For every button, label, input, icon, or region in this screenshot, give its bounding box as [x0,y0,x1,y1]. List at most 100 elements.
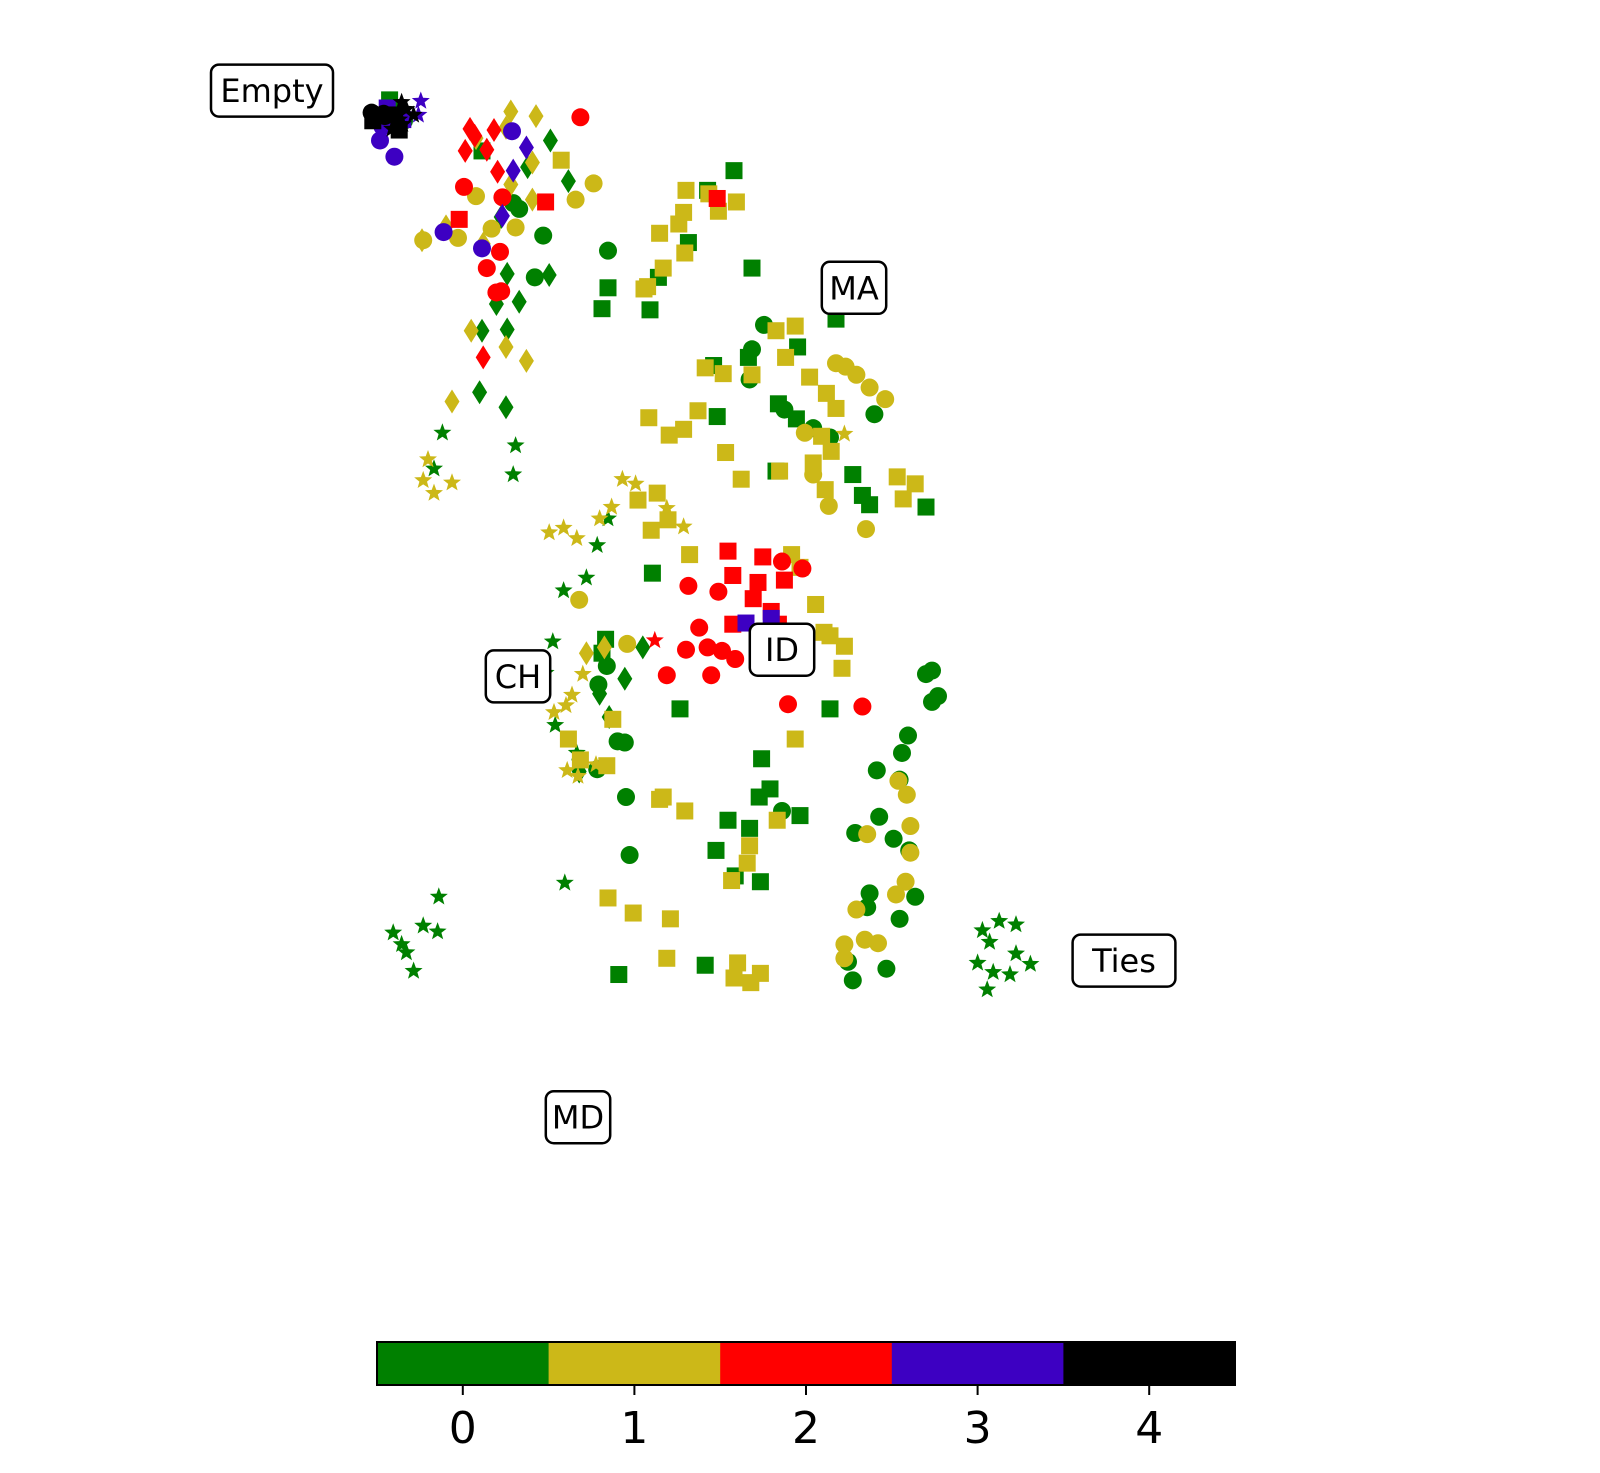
point-star-3-27 [984,962,1003,980]
point-circle-8-1 [455,177,473,196]
point-square-1-38 [610,966,628,984]
point-star-3-16 [397,943,416,961]
point-square-1-34 [707,841,725,859]
point-star-3-22 [1007,915,1025,933]
point-square-5-4 [709,202,727,220]
point-square-5-20 [822,442,840,460]
point-star-3-12 [555,873,574,891]
point-circle-8-14 [713,641,731,660]
point-circle-4-25 [847,900,866,919]
point-star-3-20 [973,920,992,939]
annotation-2: ID [748,622,816,677]
annotation-box [544,1089,612,1145]
point-circle-4-21 [901,843,920,862]
point-circle-8-6 [487,283,506,302]
point-star-3-21 [990,911,1009,929]
point-star-7-14 [573,664,592,682]
point-circle-4-29 [835,949,854,968]
point-square-5-11 [635,280,653,298]
point-diamond-14-0 [518,135,534,160]
point-diamond-6-1 [528,104,544,129]
point-diamond-2-10 [472,380,488,405]
point-circle-4-22 [858,825,877,844]
point-star-7-13 [835,424,854,442]
point-circle-8-2 [493,188,512,207]
point-star-18-4 [393,114,412,132]
point-square-9-0 [450,210,468,228]
point-square-5-46 [833,659,851,677]
point-circle-0-4 [534,226,553,245]
point-circle-0-34 [906,887,925,906]
point-square-5-39 [681,546,699,564]
annotation-3: CH [484,649,552,704]
point-circle-4-1 [584,174,603,193]
annotation-box [209,63,335,118]
point-diamond-2-12 [635,635,651,660]
point-square-5-33 [629,491,647,509]
point-square-5-16 [801,368,819,386]
point-square-5-51 [598,757,616,775]
point-diamond-10-4 [457,138,473,163]
point-square-9-4 [754,548,772,566]
point-square-1-26 [671,700,689,718]
point-star-7-1 [414,470,433,488]
point-square-5-29 [816,481,834,499]
point-circle-4-18 [889,771,908,790]
point-square-5-56 [741,837,759,855]
point-square-5-48 [604,710,622,728]
point-square-5-1 [677,181,695,199]
point-star-3-1 [425,459,443,477]
colorbar-ticks: 0 1 2 3 4 [449,1385,1163,1454]
point-circle-12-0 [503,122,521,141]
point-circle-0-3 [510,199,529,218]
point-circle-8-16 [702,666,721,685]
point-diamond-6-6 [524,187,540,212]
point-star-11-0 [645,630,664,649]
point-circle-8-4 [477,259,496,278]
point-circle-0-16 [617,788,635,807]
point-square-9-8 [744,590,762,608]
point-star-3-28 [1001,965,1019,983]
annotation-label: Ties [1091,942,1156,980]
point-diamond-6-10 [463,318,479,343]
point-diamond-6-11 [498,334,514,359]
point-square-5-24 [660,426,678,444]
point-star-7-6 [674,517,693,535]
point-diamond-2-13 [617,666,633,691]
point-circle-4-14 [819,496,838,515]
point-star-7-20 [587,755,605,773]
point-square-5-32 [648,484,666,502]
point-star-7-5 [613,469,632,487]
point-square-9-3 [719,542,737,560]
point-square-1-5 [743,259,761,277]
colorbar: 0 1 2 3 4 [376,1341,1236,1454]
point-star-3-15 [414,916,433,934]
point-star-3-10 [546,715,565,733]
point-circle-4-10 [860,378,879,397]
point-star-7-7 [657,498,676,516]
colorbar-tick-label-1: 1 [620,1403,648,1454]
point-circle-12-5 [385,147,404,166]
point-square-1-18 [844,466,862,484]
point-star-18-5 [383,119,401,137]
point-circle-4-28 [835,935,854,954]
colorbar-tick-label-4: 4 [1135,1403,1163,1454]
point-diamond-14-1 [505,158,521,183]
point-square-5-14 [777,348,795,366]
point-square-5-63 [729,954,747,972]
point-circle-12-2 [473,239,491,258]
point-diamond-2-11 [498,395,514,420]
point-circle-8-12 [677,640,695,659]
point-square-5-62 [658,949,676,967]
point-square-5-15 [743,366,761,384]
point-square-5-30 [732,470,750,488]
colorbar-tick-label-2: 2 [792,1403,820,1454]
point-diamond-2-5 [499,261,515,286]
point-star-3-26 [968,953,987,971]
point-star-18-0 [392,92,411,110]
point-square-5-49 [559,730,577,748]
point-square-1-8 [593,300,611,318]
point-square-9-5 [724,566,742,584]
point-diamond-14-2 [494,203,510,228]
point-square-1-14 [769,395,787,413]
